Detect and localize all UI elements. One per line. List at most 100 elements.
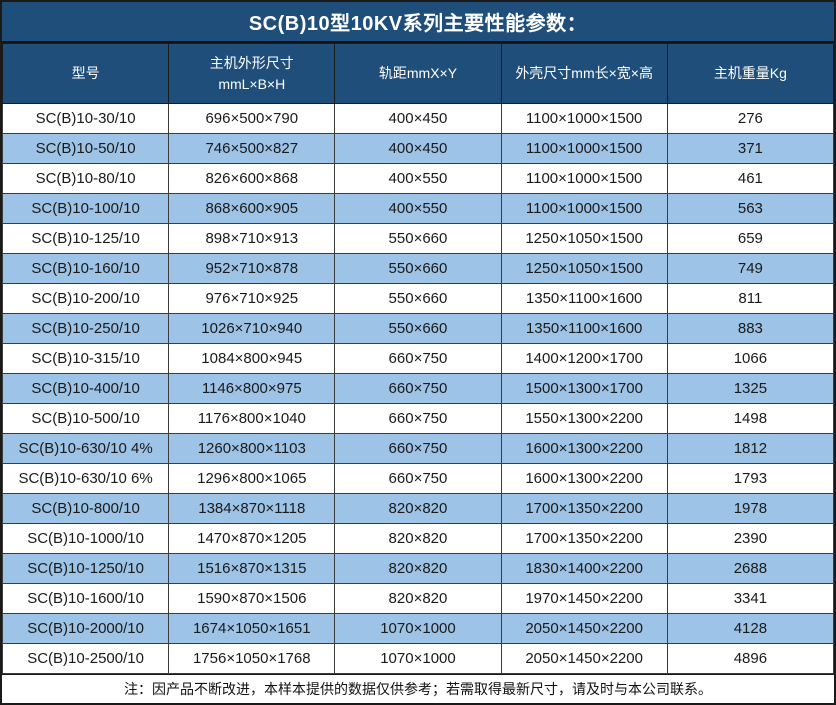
table-cell: 898×710×913 — [168, 223, 336, 254]
table-row: SC(B)10-100/10 868×600×905 400×550 1100×100… — [1, 193, 835, 224]
table-cell: 883 — [666, 313, 835, 344]
table-cell: 1350×1100×1600 — [500, 313, 668, 344]
table-cell: 1674×1050×1651 — [168, 613, 336, 644]
table-cell: SC(B)10-100/10 — [1, 193, 170, 224]
table-body: SC(B)10-30/10 696×500×790 400×450 1100×1000… — [1, 103, 835, 674]
table-cell: 1516×870×1315 — [168, 553, 336, 584]
table-cell: 1830×1400×2200 — [500, 553, 668, 584]
table-cell: SC(B)10-250/10 — [1, 313, 170, 344]
table-cell: 1146×800×975 — [168, 373, 336, 404]
column-header-shell-dimensions: 外壳尺寸mm长×宽×高 — [500, 43, 668, 104]
table-cell: 550×660 — [334, 283, 502, 314]
table-cell: 1384×870×1118 — [168, 493, 336, 524]
table-cell: SC(B)10-630/10 4% — [1, 433, 170, 464]
table-cell: 1498 — [666, 403, 835, 434]
table-cell: 1296×800×1065 — [168, 463, 336, 494]
table-cell: SC(B)10-315/10 — [1, 343, 170, 374]
table-cell: 820×820 — [334, 553, 502, 584]
column-header-label: 主机外形尺寸 — [209, 55, 294, 72]
table-cell: 1812 — [666, 433, 835, 464]
table-row: SC(B)10-400/10 1146×800×975 660×750 1500×13… — [1, 373, 835, 404]
table-cell: 1470×870×1205 — [168, 523, 336, 554]
table-cell: 1700×1350×2200 — [500, 493, 668, 524]
table-cell: 746×500×827 — [168, 133, 336, 164]
table-row: SC(B)10-1250/10 1516×870×1315 820×820 1830×… — [1, 553, 835, 584]
table-cell: 1600×1300×2200 — [500, 463, 668, 494]
table-row: SC(B)10-315/10 1084×800×945 660×750 1400×12… — [1, 343, 835, 374]
table-cell: 1550×1300×2200 — [500, 403, 668, 434]
table-row: SC(B)10-630/10 4% 1260×800×1103 660×750 160… — [1, 433, 835, 464]
table-cell: 550×660 — [334, 223, 502, 254]
table-cell: SC(B)10-2000/10 — [1, 613, 170, 644]
table-cell: 660×750 — [334, 343, 502, 374]
table-cell: 1260×800×1103 — [168, 433, 336, 464]
table-cell: SC(B)10-30/10 — [1, 103, 170, 134]
table-cell: 1100×1000×1500 — [500, 133, 668, 164]
table-row: SC(B)10-2500/10 1756×1050×1768 1070×1000 20… — [1, 643, 835, 674]
table-header-row: 型号 主机外形尺寸 mmL×B×H 轨距mmX×Y 外壳尺寸mm长×宽×高 主机… — [1, 43, 835, 104]
table-cell: 660×750 — [334, 403, 502, 434]
table-row: SC(B)10-80/10 826×600×868 400×550 1100×1000… — [1, 163, 835, 194]
table-cell: 1070×1000 — [334, 643, 502, 674]
table-cell: 660×750 — [334, 433, 502, 464]
table-cell: 1400×1200×1700 — [500, 343, 668, 374]
table-row: SC(B)10-630/10 6% 1296×800×1065 660×750 160… — [1, 463, 835, 494]
table-cell: 1793 — [666, 463, 835, 494]
table-row: SC(B)10-200/10 976×710×925 550×660 1350×110… — [1, 283, 835, 314]
table-cell: 1500×1300×1700 — [500, 373, 668, 404]
table-row: SC(B)10-1600/10 1590×870×1506 820×820 1970×… — [1, 583, 835, 614]
column-header-rail-gauge: 轨距mmX×Y — [334, 43, 502, 104]
table-cell: 820×820 — [334, 583, 502, 614]
column-header-label: 主机重量Kg — [713, 65, 787, 82]
table-cell: 659 — [666, 223, 835, 254]
table-row: SC(B)10-125/10 898×710×913 550×660 1250×105… — [1, 223, 835, 254]
table-cell: 1100×1000×1500 — [500, 103, 668, 134]
table-cell: 1070×1000 — [334, 613, 502, 644]
table-cell: 1100×1000×1500 — [500, 163, 668, 194]
table-cell: 400×450 — [334, 103, 502, 134]
table-cell: 1250×1050×1500 — [500, 253, 668, 284]
table-cell: 276 — [666, 103, 835, 134]
table-cell: SC(B)10-160/10 — [1, 253, 170, 284]
table-cell: SC(B)10-400/10 — [1, 373, 170, 404]
column-header-label: 外壳尺寸mm长×宽×高 — [515, 65, 653, 82]
table-row: SC(B)10-160/10 952×710×878 550×660 1250×105… — [1, 253, 835, 284]
table-cell: 826×600×868 — [168, 163, 336, 194]
table-cell: 1026×710×940 — [168, 313, 336, 344]
table-cell: SC(B)10-630/10 6% — [1, 463, 170, 494]
table-cell: SC(B)10-2500/10 — [1, 643, 170, 674]
column-header-label: 型号 — [71, 65, 100, 82]
table-row: SC(B)10-800/10 1384×870×1118 820×820 1700×1… — [1, 493, 835, 524]
table-cell: 952×710×878 — [168, 253, 336, 284]
table-cell: 550×660 — [334, 313, 502, 344]
column-header-model: 型号 — [1, 43, 170, 104]
table-cell: 461 — [666, 163, 835, 194]
table-cell: 2688 — [666, 553, 835, 584]
column-header-sublabel: mmL×B×H — [218, 75, 286, 92]
table-cell: 660×750 — [334, 463, 502, 494]
table-row: SC(B)10-1000/10 1470×870×1205 820×820 1700×… — [1, 523, 835, 554]
table-cell: 1176×800×1040 — [168, 403, 336, 434]
column-header-host-dimensions: 主机外形尺寸 mmL×B×H — [168, 43, 336, 104]
table-cell: SC(B)10-1000/10 — [1, 523, 170, 554]
table-cell: 4896 — [666, 643, 835, 674]
table-cell: 563 — [666, 193, 835, 224]
table-cell: 2050×1450×2200 — [500, 643, 668, 674]
table-cell: 1084×800×945 — [168, 343, 336, 374]
page-title: SC(B)10型10KV系列主要性能参数： — [2, 2, 834, 43]
table-cell: 1978 — [666, 493, 835, 524]
table-cell: 1100×1000×1500 — [500, 193, 668, 224]
column-header-label: 轨距mmX×Y — [378, 65, 458, 82]
table-cell: 371 — [666, 133, 835, 164]
table-cell: 1066 — [666, 343, 835, 374]
table-cell: 1590×870×1506 — [168, 583, 336, 614]
table-cell: 1250×1050×1500 — [500, 223, 668, 254]
table-cell: 1325 — [666, 373, 835, 404]
table-cell: 696×500×790 — [168, 103, 336, 134]
table-cell: 1350×1100×1600 — [500, 283, 668, 314]
table-cell: 820×820 — [334, 493, 502, 524]
table-cell: 976×710×925 — [168, 283, 336, 314]
table-cell: SC(B)10-1250/10 — [1, 553, 170, 584]
table-cell: 2390 — [666, 523, 835, 554]
